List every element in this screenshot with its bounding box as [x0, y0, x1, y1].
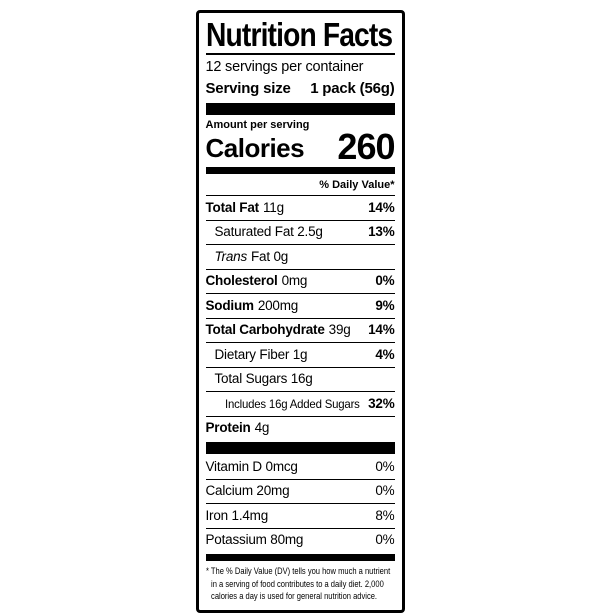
- calories-row: Calories 260: [205, 126, 396, 167]
- vitamin-dv: 0%: [375, 458, 395, 474]
- vitamin-dv: 8%: [375, 507, 395, 523]
- nutrient-row-total-carbohydrate: Total Carbohydrate 39g 14%: [205, 317, 395, 343]
- footnote-line: in a serving of food contributes to a da…: [210, 578, 384, 589]
- vitamin-row-potassium: Potassium 80mg 0%: [205, 527, 395, 553]
- serving-size-label: Serving size: [205, 80, 291, 97]
- nutrient-amount: 200mg: [257, 297, 299, 313]
- thick-separator-bar: [205, 442, 395, 454]
- vitamin-name: Potassium 80mg: [205, 532, 304, 547]
- nutrient-name-italic: Trans: [214, 248, 248, 264]
- nutrient-name: Cholesterol: [205, 273, 278, 288]
- nutrient-row-total-fat: Total Fat 11g 14%: [205, 195, 395, 220]
- footnote-line: * The % Daily Value (DV) tells you how m…: [205, 566, 390, 576]
- title-divider: [205, 53, 395, 55]
- nutrient-name: Includes 16g Added Sugars: [224, 396, 360, 411]
- nutrient-amount: 0mg: [281, 273, 308, 288]
- nutrient-dv: 14%: [368, 322, 395, 337]
- nutrient-dv: 0%: [375, 273, 395, 288]
- nutrient-name: Dietary Fiber 1g: [214, 346, 308, 362]
- nutrient-dv: 32%: [368, 395, 395, 411]
- serving-size-row: Serving size 1 pack (56g): [206, 78, 395, 102]
- calories-value: 260: [337, 126, 395, 167]
- nutrient-dv: 13%: [368, 224, 395, 239]
- nutrient-name: Sodium: [205, 297, 255, 313]
- nutrient-name: Total Carbohydrate: [205, 322, 325, 337]
- vitamin-row-iron: Iron 1.4mg 8%: [205, 503, 395, 528]
- vitamin-row-vitamin-d: Vitamin D 0mcg 0%: [206, 455, 395, 479]
- nutrient-amount: Fat 0g: [251, 248, 289, 264]
- calories-label: Calories: [205, 133, 305, 163]
- nutrient-row-total-sugars: Total Sugars 16g: [205, 366, 395, 392]
- servings-per-container: 12 servings per container: [205, 59, 364, 75]
- medium-separator-bar: [205, 167, 395, 174]
- nutrient-name: Total Sugars 16g: [214, 371, 313, 386]
- vitamin-dv: 0%: [375, 483, 395, 498]
- footnote-line: calories a day is used for general nutri…: [210, 591, 377, 601]
- nutrient-name: Saturated Fat 2.5g: [214, 224, 323, 239]
- footnote-separator-bar: [205, 554, 395, 561]
- nutrient-amount: 39g: [328, 322, 351, 337]
- daily-value-footnote: * The % Daily Value (DV) tells you how m…: [206, 562, 395, 604]
- nutrient-amount: 4g: [254, 420, 270, 435]
- nutrient-name: Protein: [205, 420, 251, 435]
- nutrient-row-sodium: Sodium 200mg 9%: [205, 293, 395, 318]
- nutrient-row-protein: Protein 4g: [205, 415, 395, 441]
- nutrient-amount: 11g: [262, 199, 284, 215]
- nutrient-dv: 9%: [375, 297, 395, 313]
- nutrient-row-trans-fat: Trans Fat 0g: [205, 244, 395, 269]
- serving-size-value: 1 pack (56g): [310, 80, 395, 97]
- vitamin-row-calcium: Calcium 20mg 0%: [205, 478, 395, 504]
- nutrient-dv: 4%: [375, 346, 395, 362]
- nutrient-name: Total Fat: [205, 199, 260, 215]
- vitamin-dv: 0%: [375, 532, 395, 547]
- nutrient-row-saturated-fat: Saturated Fat 2.5g 13%: [205, 219, 395, 245]
- label-title: Nutrition Facts: [205, 16, 393, 53]
- daily-value-header: % Daily Value*: [319, 179, 395, 191]
- amount-per-serving-heading: Amount per serving: [205, 119, 310, 131]
- thick-separator-bar: [205, 103, 395, 115]
- nutrient-row-dietary-fiber: Dietary Fiber 1g 4%: [205, 342, 395, 367]
- vitamin-name: Iron 1.4mg: [205, 507, 269, 523]
- nutrient-row-added-sugars: Includes 16g Added Sugars 32%: [205, 391, 395, 416]
- nutrient-dv: 14%: [368, 199, 395, 215]
- nutrition-facts-label: Nutrition Facts 12 servings per containe…: [195, 10, 405, 613]
- vitamin-name: Vitamin D 0mcg: [205, 458, 298, 474]
- vitamin-name: Calcium 20mg: [205, 483, 290, 498]
- nutrient-row-cholesterol: Cholesterol 0mg 0%: [205, 268, 395, 294]
